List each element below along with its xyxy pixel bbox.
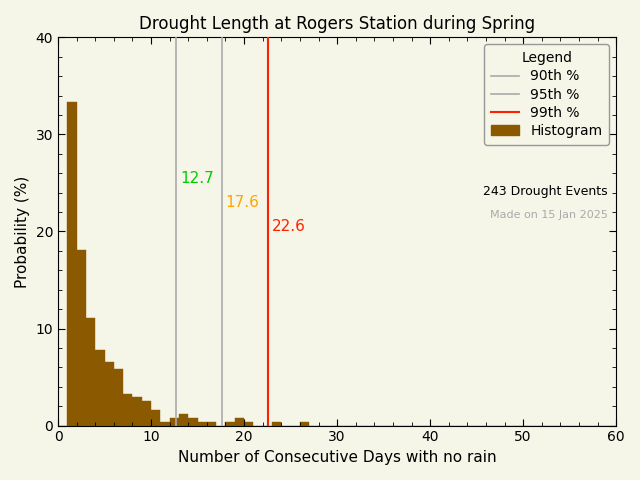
Bar [225, 422, 235, 426]
Bar [104, 361, 114, 426]
Bar [272, 422, 282, 426]
X-axis label: Number of Consecutive Days with no rain: Number of Consecutive Days with no rain [178, 450, 497, 465]
Legend: 90th %, 95th %, 99th %, Histogram: 90th %, 95th %, 99th %, Histogram [484, 44, 609, 145]
Title: Drought Length at Rogers Station during Spring: Drought Length at Rogers Station during … [139, 15, 535, 33]
Text: Made on 15 Jan 2025: Made on 15 Jan 2025 [490, 210, 608, 220]
Bar [198, 422, 207, 426]
Bar [235, 418, 244, 426]
Bar [77, 250, 86, 426]
Bar [151, 410, 161, 426]
Bar [114, 369, 123, 426]
Bar [170, 418, 179, 426]
Bar [244, 422, 253, 426]
Text: 17.6: 17.6 [225, 195, 259, 210]
Bar [179, 414, 188, 426]
Y-axis label: Probability (%): Probability (%) [15, 175, 30, 288]
Bar [188, 418, 198, 426]
Text: 22.6: 22.6 [272, 219, 306, 234]
Bar [207, 422, 216, 426]
Bar [95, 350, 104, 426]
Bar [67, 102, 77, 426]
Text: 243 Drought Events: 243 Drought Events [483, 185, 608, 198]
Bar [123, 394, 132, 426]
Bar [132, 397, 142, 426]
Bar [300, 422, 309, 426]
Bar [161, 422, 170, 426]
Bar [86, 318, 95, 426]
Bar [142, 401, 151, 426]
Text: 12.7: 12.7 [180, 171, 214, 186]
